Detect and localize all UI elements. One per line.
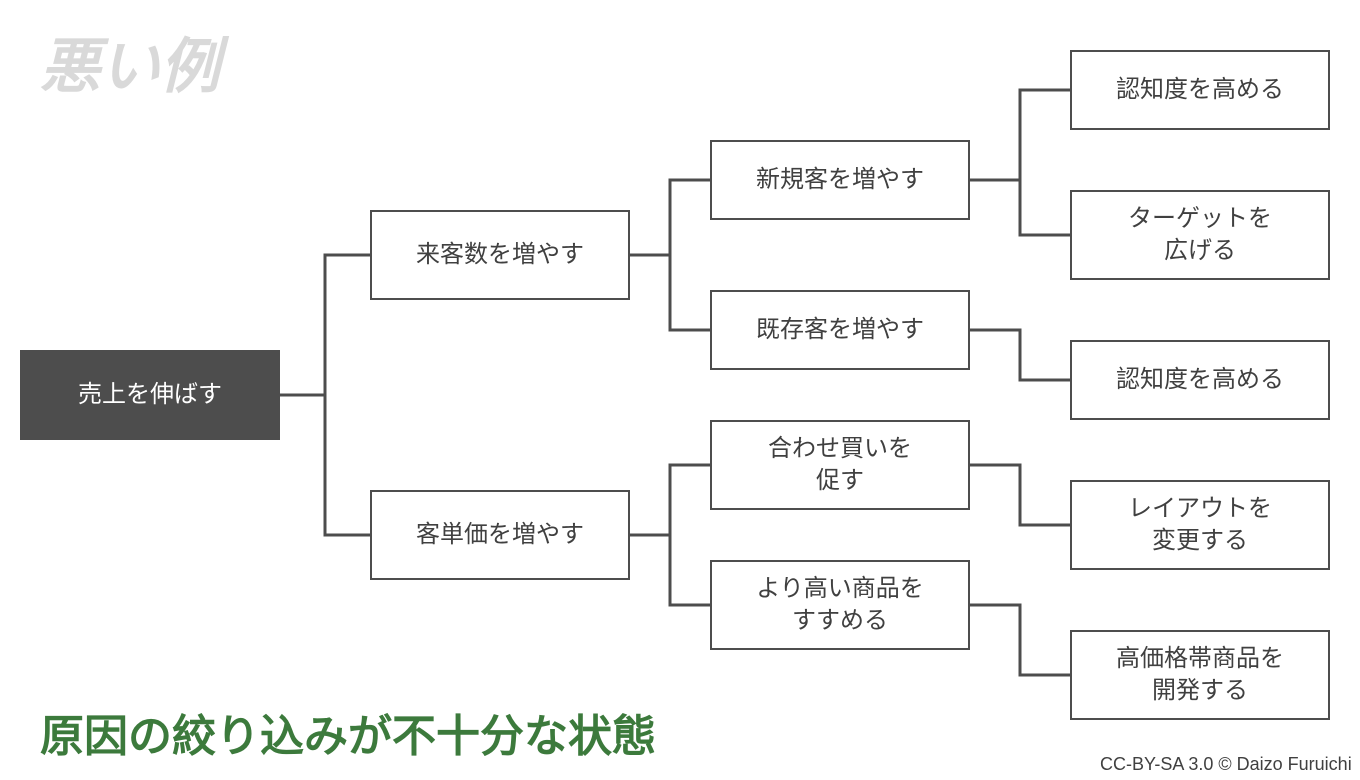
tree-node-l3e: 高価格帯商品を 開発する [1070, 630, 1330, 720]
tree-node-l3b: ターゲットを 広げる [1070, 190, 1330, 280]
tree-node-l1b: 客単価を増やす [370, 490, 630, 580]
tree-node-l1a: 来客数を増やす [370, 210, 630, 300]
tree-node-root: 売上を伸ばす [20, 350, 280, 440]
tree-node-l2c: 合わせ買いを 促す [710, 420, 970, 510]
slide-title: 悪い例 [40, 18, 220, 105]
tree-node-l2b: 既存客を増やす [710, 290, 970, 370]
tree-node-l2d: より高い商品を すすめる [710, 560, 970, 650]
tree-node-l3d: レイアウトを 変更する [1070, 480, 1330, 570]
credit-line: CC-BY-SA 3.0 © Daizo Furuichi [1100, 754, 1352, 775]
slide-caption: 原因の絞り込みが不十分な状態 [40, 700, 656, 764]
tree-node-l3c: 認知度を高める [1070, 340, 1330, 420]
tree-node-l2a: 新規客を増やす [710, 140, 970, 220]
tree-node-l3a: 認知度を高める [1070, 50, 1330, 130]
diagram-canvas: { "type": "tree", "background_color": "#… [0, 0, 1360, 780]
